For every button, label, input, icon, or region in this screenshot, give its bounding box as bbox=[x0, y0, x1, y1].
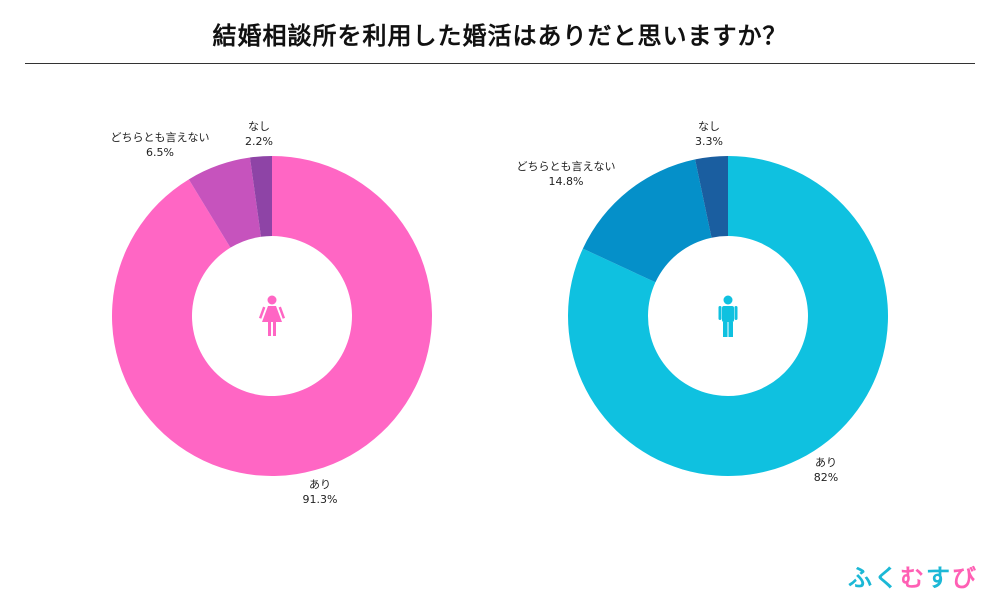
slice-category-label: どちらとも言えない bbox=[517, 160, 616, 173]
slice-value-label: 6.5% bbox=[146, 146, 174, 159]
title-divider bbox=[25, 63, 975, 64]
slice-category-label: なし bbox=[698, 120, 720, 133]
donut-slice bbox=[695, 156, 728, 238]
donut-slice bbox=[582, 159, 712, 283]
brand-char: す bbox=[926, 564, 952, 592]
donut-slice bbox=[188, 157, 261, 248]
donut-slice bbox=[249, 156, 272, 237]
slice-category-label: なし bbox=[248, 120, 270, 133]
slice-value-label: 91.3% bbox=[303, 493, 338, 506]
female-icon bbox=[258, 295, 286, 336]
brand-char: び bbox=[952, 564, 978, 592]
slice-value-label: 14.8% bbox=[549, 175, 584, 188]
slice-category-label: あり bbox=[309, 478, 331, 491]
slice-value-label: 2.2% bbox=[245, 135, 273, 148]
slice-category-label: どちらとも言えない bbox=[111, 131, 210, 144]
page-title: 結婚相談所を利用した婚活はありだと思いますか？ bbox=[212, 22, 788, 50]
brand-char: ふ bbox=[848, 564, 874, 592]
slice-category-label: あり bbox=[815, 456, 837, 469]
slice-value-label: 82% bbox=[814, 471, 838, 484]
male-icon bbox=[718, 295, 738, 337]
brand-char: く bbox=[874, 564, 900, 592]
donut-slice bbox=[568, 156, 889, 476]
donut-slice bbox=[112, 156, 433, 476]
brand-char: む bbox=[900, 564, 926, 592]
brand-logo: ふくむすび bbox=[848, 558, 978, 593]
slice-value-label: 3.3% bbox=[695, 135, 723, 148]
